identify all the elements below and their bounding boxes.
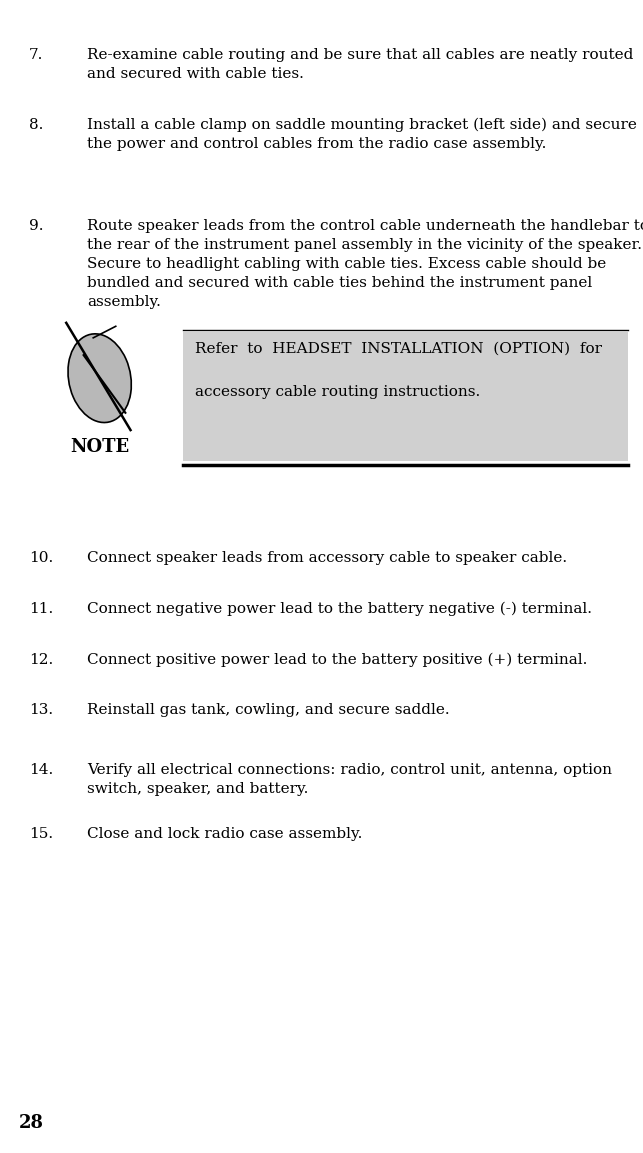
Text: 15.: 15. (29, 827, 53, 841)
FancyBboxPatch shape (183, 332, 628, 461)
Ellipse shape (68, 334, 131, 422)
Text: 9.: 9. (29, 219, 44, 233)
Text: NOTE: NOTE (70, 438, 129, 457)
Text: 12.: 12. (29, 653, 53, 666)
Text: 28: 28 (19, 1114, 44, 1132)
Text: Connect negative power lead to the battery negative (-) terminal.: Connect negative power lead to the batte… (87, 602, 592, 616)
Text: Re-examine cable routing and be sure that all cables are neatly routed
and secur: Re-examine cable routing and be sure tha… (87, 48, 633, 82)
Text: accessory cable routing instructions.: accessory cable routing instructions. (195, 385, 480, 399)
Text: Connect positive power lead to the battery positive (+) terminal.: Connect positive power lead to the batte… (87, 653, 587, 666)
Text: Refer  to  HEADSET  INSTALLATION  (OPTION)  for: Refer to HEADSET INSTALLATION (OPTION) f… (195, 341, 602, 355)
Text: 7.: 7. (29, 48, 43, 62)
Text: Verify all electrical connections: radio, control unit, antenna, option
switch, : Verify all electrical connections: radio… (87, 763, 611, 797)
Text: Reinstall gas tank, cowling, and secure saddle.: Reinstall gas tank, cowling, and secure … (87, 703, 449, 717)
Text: 11.: 11. (29, 602, 53, 616)
Text: 14.: 14. (29, 763, 53, 777)
Text: 13.: 13. (29, 703, 53, 717)
Text: Close and lock radio case assembly.: Close and lock radio case assembly. (87, 827, 362, 841)
Text: Connect speaker leads from accessory cable to speaker cable.: Connect speaker leads from accessory cab… (87, 551, 567, 565)
Text: 8.: 8. (29, 118, 43, 131)
Text: Install a cable clamp on saddle mounting bracket (left side) and secure
the powe: Install a cable clamp on saddle mounting… (87, 118, 637, 151)
Text: Route speaker leads from the control cable underneath the handlebar to
the rear : Route speaker leads from the control cab… (87, 219, 643, 309)
Text: 10.: 10. (29, 551, 53, 565)
